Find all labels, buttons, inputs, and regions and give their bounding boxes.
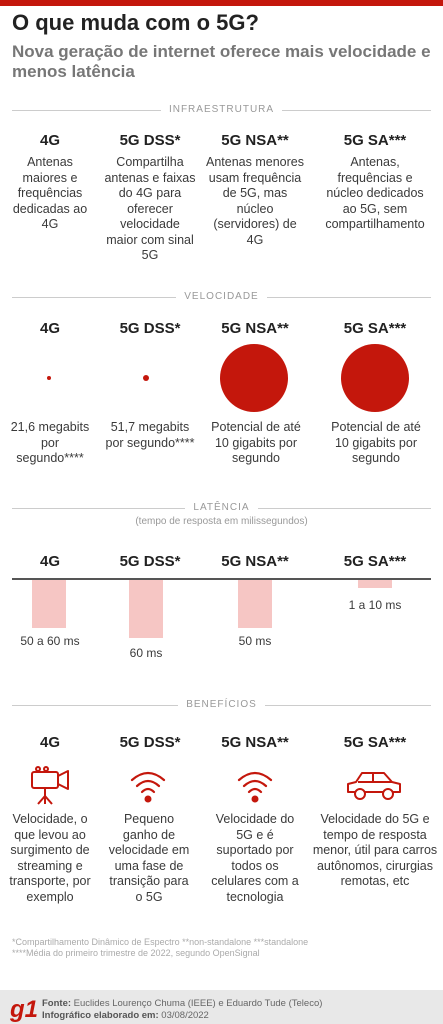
column-header: 5G DSS* <box>119 132 181 149</box>
column-header: 5G DSS* <box>119 553 181 570</box>
latency-bar-5g-sa <box>358 580 392 588</box>
speed-text-5g-sa: Potencial de até 10 gigabits por segundo <box>331 420 421 465</box>
speed-text-5g-dss: 51,7 megabits por segundo**** <box>105 420 195 450</box>
latency-bar-5g-nsa <box>238 580 272 628</box>
latency-col-5g-dss: 5G DSS* <box>103 553 197 570</box>
speed-col-5g-sa: 5G SA*** <box>318 320 432 337</box>
wifi-signal-icon <box>237 771 273 803</box>
column-header: 5G NSA** <box>221 553 289 570</box>
footnote-abbreviations: *Compartilhamento Dinâmico de Espectro *… <box>12 937 309 947</box>
footnote-source-average: ****Média do primeiro trimestre de 2022,… <box>12 948 260 958</box>
section-label-velocidade: VELOCIDADE <box>0 291 443 302</box>
column-header: 5G DSS* <box>119 320 181 337</box>
benefit-col-5g-dss: 5G DSS* <box>103 734 197 751</box>
infra-col-5g-nsa: 5G NSA** Antenas menores usam frequência… <box>206 132 304 248</box>
section-label-beneficios: BENEFÍCIOS <box>0 699 443 710</box>
column-header: 5G SA*** <box>343 553 407 570</box>
benefit-col-5g-sa: 5G SA*** <box>318 734 432 751</box>
benefit-text-5g-dss: Pequeno ganho de velocidade em uma fase … <box>108 812 190 904</box>
footer-bar <box>0 990 443 1024</box>
speed-col-5g-dss: 5G DSS* <box>103 320 197 337</box>
speed-text-4g: 21,6 megabits por segundo**** <box>10 420 90 465</box>
column-header: 5G DSS* <box>119 734 181 751</box>
benefit-text-5g-nsa: Velocidade do 5G e é suportado por todos… <box>211 812 299 904</box>
latency-bar-5g-dss <box>129 580 163 638</box>
infra-col-5g-dss: 5G DSS* Compartilha antenas e faixas do … <box>103 132 197 264</box>
wifi-signal-icon <box>130 771 166 803</box>
benefit-text-4g: Velocidade, o que levou ao surgimento de… <box>9 812 91 904</box>
section-label-infraestrutura: INFRAESTRUTURA <box>0 104 443 115</box>
column-header: 4G <box>39 553 60 570</box>
car-icon <box>347 772 401 800</box>
column-header: 5G SA*** <box>343 734 407 751</box>
latency-bar-4g <box>32 580 66 628</box>
infra-text: Antenas maiores e frequências dedicadas … <box>12 155 88 231</box>
benefit-col-4g: 4G <box>6 734 94 751</box>
latency-col-4g: 4G <box>6 553 94 570</box>
latency-col-5g-sa: 5G SA*** <box>318 553 432 570</box>
footer-source: Fonte: Euclides Lourenço Chuma (IEEE) e … <box>42 998 323 1009</box>
infra-text: Compartilha antenas e faixas do 4G para … <box>104 155 196 262</box>
top-accent-bar <box>0 0 443 6</box>
page-title: O que muda com o 5G? <box>12 10 259 35</box>
page-subtitle: Nova geração de internet oferece mais ve… <box>12 42 431 81</box>
latency-value-5g-dss: 60 ms <box>129 646 163 660</box>
g1-logo: g1 <box>10 996 39 1023</box>
speed-col-4g: 4G <box>6 320 94 337</box>
column-header: 4G <box>39 734 60 751</box>
column-header: 5G NSA** <box>221 132 289 149</box>
column-header: 5G NSA** <box>221 320 289 337</box>
latency-col-5g-nsa: 5G NSA** <box>206 553 304 570</box>
infra-text: Antenas, frequências e núcleo dedicados … <box>325 155 425 231</box>
latency-value-5g-sa: 1 a 10 ms <box>348 598 402 612</box>
column-header: 5G SA*** <box>343 320 407 337</box>
column-header: 5G SA*** <box>343 132 407 149</box>
speed-col-5g-nsa: 5G NSA** <box>206 320 304 337</box>
speed-dot-5g-nsa <box>220 344 288 412</box>
latency-sublabel: (tempo de resposta em milissegundos) <box>135 516 308 527</box>
section-label-latencia: LATÊNCIA <box>0 502 443 513</box>
latency-axis <box>12 578 431 580</box>
speed-dot-5g-sa <box>341 344 409 412</box>
speed-dot-4g <box>47 376 51 380</box>
video-camera-icon <box>31 766 69 805</box>
latency-value-5g-nsa: 50 ms <box>238 634 272 648</box>
column-header: 4G <box>39 320 60 337</box>
column-header: 5G NSA** <box>221 734 289 751</box>
speed-text-5g-nsa: Potencial de até 10 gigabits por segundo <box>211 420 301 465</box>
infra-col-4g: 4G Antenas maiores e frequências dedicad… <box>6 132 94 233</box>
infra-text: Antenas menores usam frequência de 5G, m… <box>206 155 304 247</box>
footer-date: Infográfico elaborado em: 03/08/2022 <box>42 1010 209 1021</box>
infra-col-5g-sa: 5G SA*** Antenas, frequências e núcleo d… <box>318 132 432 233</box>
speed-dot-5g-dss <box>143 375 149 381</box>
latency-value-4g: 50 a 60 ms <box>20 634 80 648</box>
benefit-col-5g-nsa: 5G NSA** <box>206 734 304 751</box>
benefit-text-5g-sa: Velocidade do 5G e tempo de resposta men… <box>312 812 438 888</box>
column-header: 4G <box>39 132 60 149</box>
